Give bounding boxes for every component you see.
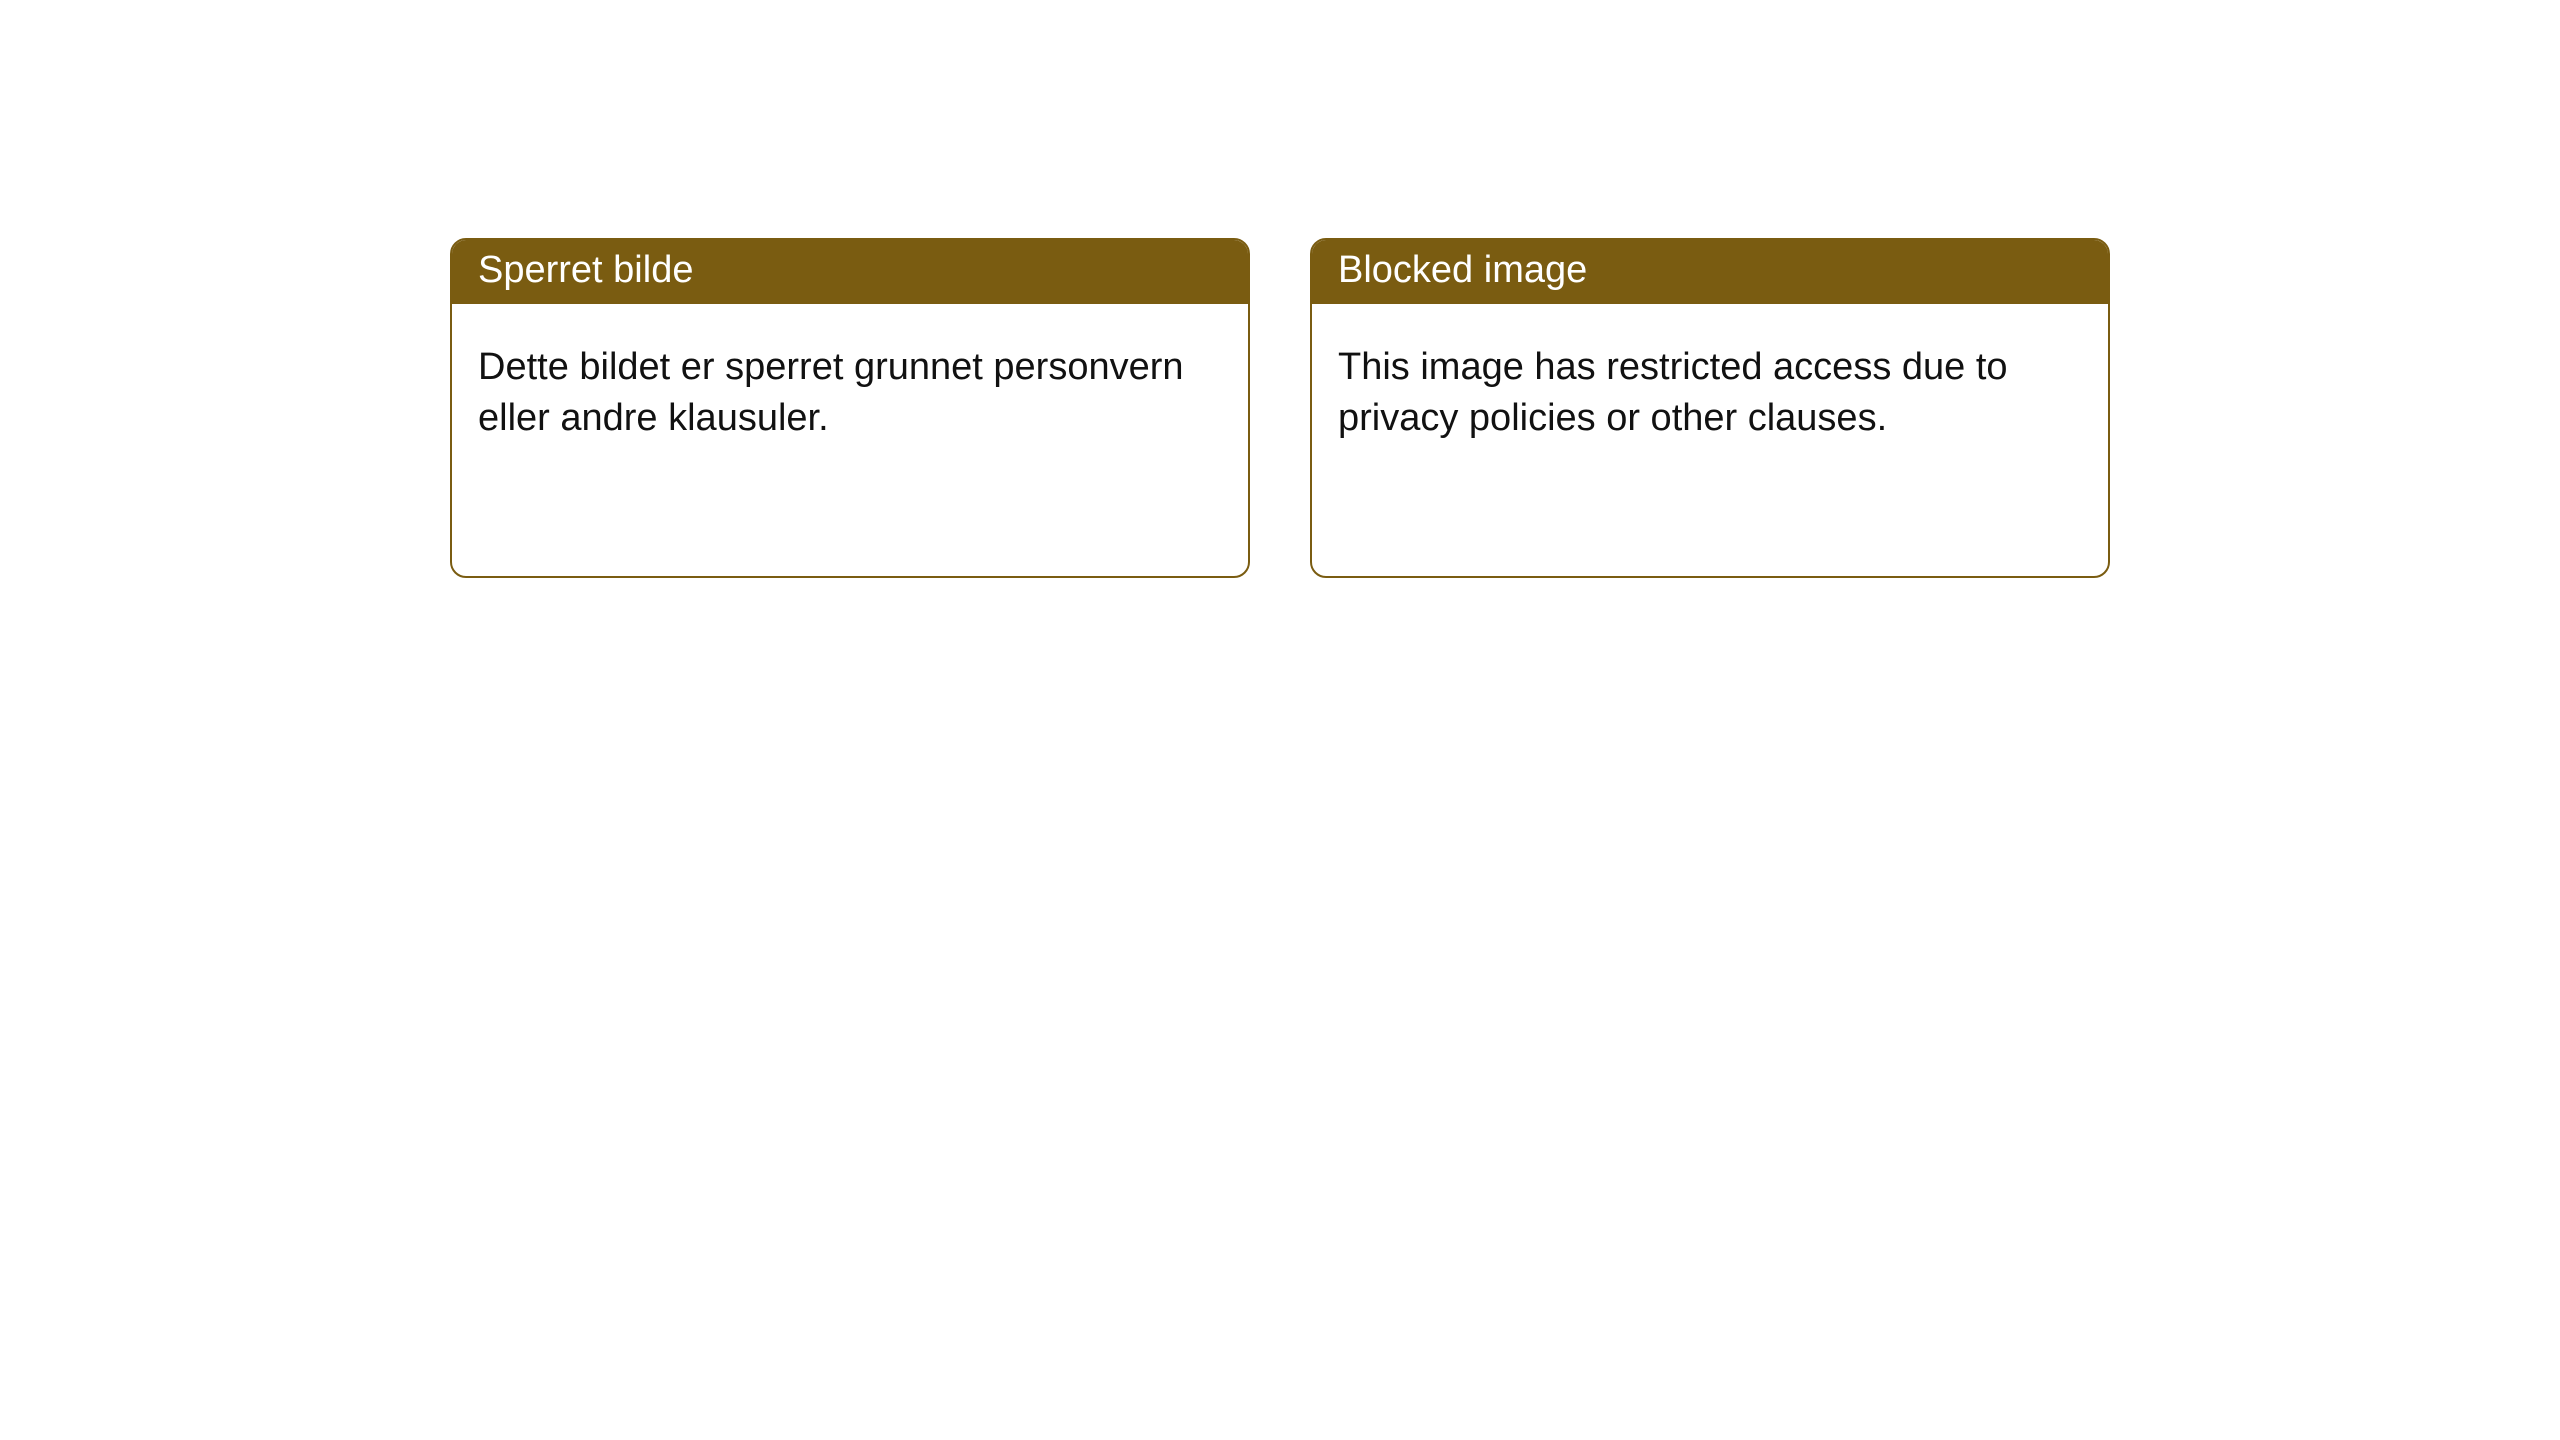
notice-row: Sperret bilde Dette bildet er sperret gr… (450, 238, 2560, 578)
notice-body-en: This image has restricted access due to … (1312, 304, 2108, 471)
notice-title-en: Blocked image (1312, 240, 2108, 304)
notice-body-no: Dette bildet er sperret grunnet personve… (452, 304, 1248, 471)
notice-box-no: Sperret bilde Dette bildet er sperret gr… (450, 238, 1250, 578)
notice-box-en: Blocked image This image has restricted … (1310, 238, 2110, 578)
notice-title-no: Sperret bilde (452, 240, 1248, 304)
